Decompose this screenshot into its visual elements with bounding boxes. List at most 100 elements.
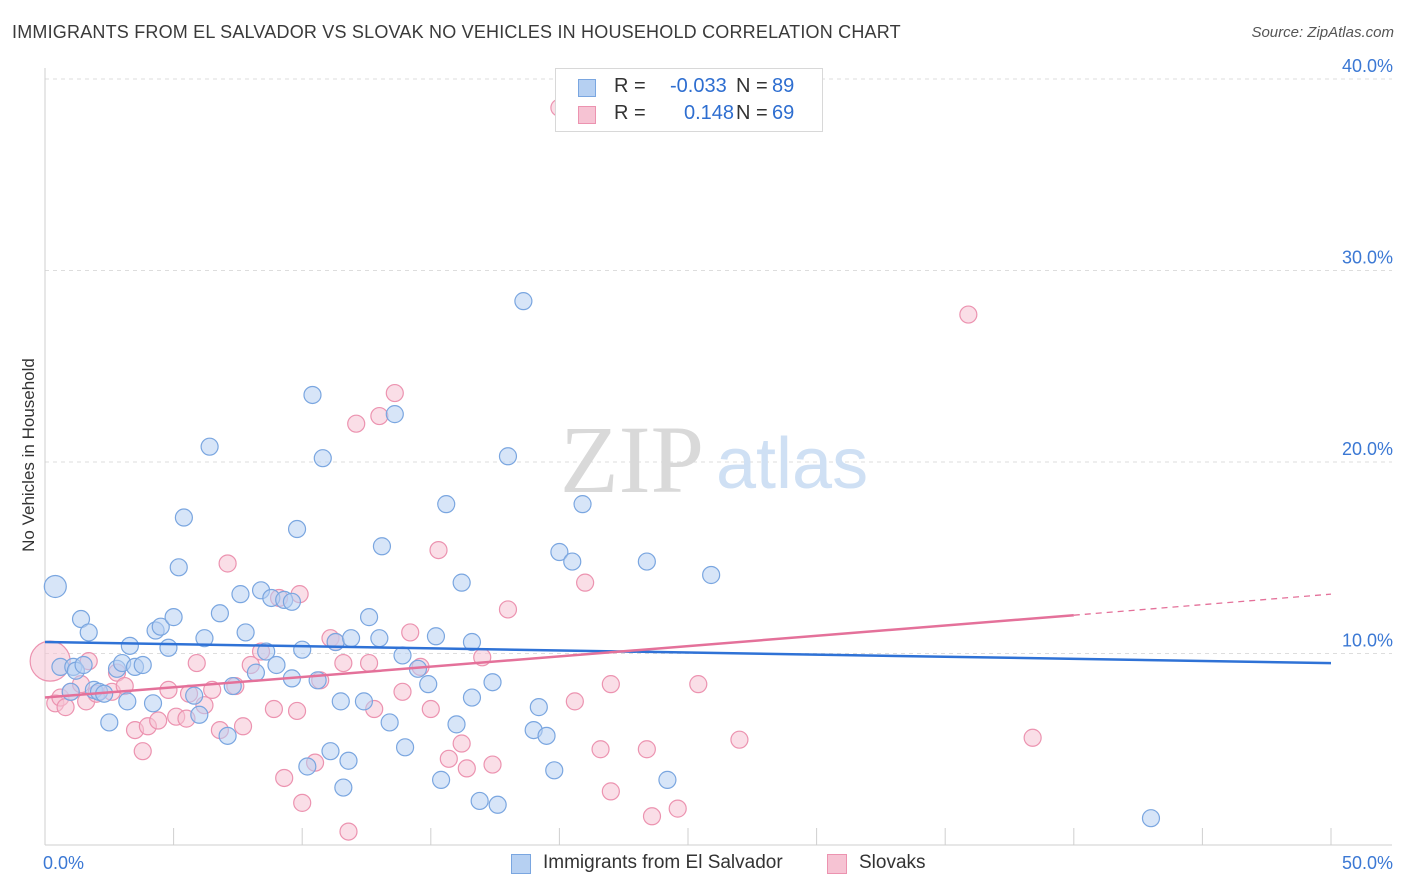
y-axis-label: No Vehicles in Household (19, 358, 38, 552)
el-salvador-point (341, 629, 361, 648)
el-salvador-point (151, 617, 170, 636)
slovaks-point (730, 730, 749, 749)
r-label: R = (614, 75, 646, 97)
el-salvador-point (287, 519, 307, 539)
x-tick-label: 50.0% (1342, 853, 1393, 873)
el-salvador-point (71, 609, 91, 629)
el-salvador-point (223, 676, 242, 696)
el-salvador-point (169, 558, 188, 577)
legend-label: Immigrants from El Salvador (543, 852, 783, 873)
slovaks-point (429, 540, 448, 560)
slovaks-point (56, 698, 75, 717)
slovaks-point (275, 768, 294, 788)
slovaks-point (576, 573, 595, 592)
slovaks-point (452, 734, 471, 753)
y-tick-label: 10.0% (1342, 631, 1393, 651)
y-tick-label: 40.0% (1342, 56, 1393, 76)
el-salvador-point (282, 592, 302, 611)
el-salvador-point (380, 713, 399, 732)
el-salvador-point (200, 437, 219, 456)
slovaks-point (385, 383, 404, 403)
el-salvador-point (210, 604, 229, 623)
el-salvador-point (529, 698, 548, 717)
r-value: -0.033 (670, 75, 727, 97)
slovaks-point (133, 742, 152, 761)
watermark-atlas: atlas (716, 424, 868, 504)
el-salvador-point (563, 552, 582, 571)
el-salvador-point (185, 686, 204, 705)
el-salvador-point (372, 537, 392, 556)
el-salvador-point (321, 742, 340, 761)
el-salvador-point (334, 778, 353, 797)
slovaks-point (601, 782, 620, 801)
slovaks-point (233, 717, 253, 736)
el-salvador-point (447, 715, 466, 734)
el-salvador-point (426, 627, 446, 646)
slovaks-point (601, 675, 620, 694)
n-value: 89 (772, 75, 795, 97)
slovaks-point (293, 793, 312, 812)
slovaks-point (359, 653, 379, 673)
el-salvador-point (174, 508, 193, 527)
el-salvador-point (498, 447, 518, 466)
el-salvador-point (339, 751, 358, 770)
slovaks-point (370, 406, 389, 426)
el-salvador-point (313, 449, 332, 468)
slovaks-point (334, 653, 353, 673)
slovaks-point (287, 701, 307, 721)
el-salvador-point (246, 663, 266, 682)
slovaks-point (264, 699, 284, 719)
legend-label: Slovaks (859, 852, 926, 873)
el-salvador-point (143, 694, 163, 713)
el-salvador-point (537, 726, 556, 745)
blue-swatch (578, 79, 596, 97)
el-salvador-point (74, 655, 93, 675)
slovaks-point (218, 554, 237, 573)
el-salvador-point (61, 682, 80, 701)
el-salvador-point (79, 623, 98, 642)
el-salvador-point (120, 636, 139, 655)
slovaks-point (483, 755, 502, 774)
el-salvador-point (431, 770, 451, 789)
el-salvador-point (419, 675, 438, 694)
el-salvador-point (190, 705, 209, 724)
slovaks-point (339, 822, 358, 841)
el-salvador-point (488, 795, 507, 814)
el-salvador-point (462, 632, 482, 652)
pink-swatch (578, 106, 596, 124)
el-salvador-point (133, 655, 152, 675)
r-value: 0.148 (684, 102, 735, 124)
gridlines (45, 78, 1392, 654)
slovaks-point (591, 740, 610, 759)
y-tick-label: 30.0% (1342, 248, 1393, 268)
slovaks-point (642, 807, 662, 826)
slovaks-point (1023, 728, 1042, 747)
el-salvador-point (462, 688, 482, 707)
legend-blue-swatch (511, 854, 531, 874)
el-salvador-point (257, 642, 276, 661)
el-salvador-point (303, 385, 322, 405)
slovaks-point (668, 799, 687, 818)
slovaks-point (159, 680, 178, 699)
slovaks-point (393, 682, 412, 701)
el-salvador-trend-line (44, 640, 1332, 665)
trend-lines (44, 593, 1332, 699)
correlation-stats-box: R = -0.033 N = 89 R = 0.148 N = 69 (555, 68, 823, 132)
slovaks-point (959, 305, 978, 324)
el-salvador-point (393, 646, 412, 665)
slovaks-point (689, 675, 708, 694)
n-value: 69 (772, 102, 795, 124)
el-salvador-point (637, 552, 656, 571)
el-salvador-point (159, 638, 178, 657)
slovaks-point (637, 740, 656, 759)
el-salvador-point (702, 565, 721, 585)
el-salvador-point (43, 574, 67, 599)
tick-labels: 10.0% 20.0% 30.0% 40.0% 0.0% 50.0% (43, 56, 1393, 873)
el-salvador-point (573, 495, 592, 514)
el-salvador-point (293, 640, 312, 659)
el-salvador-point (483, 673, 502, 692)
slovaks-point (457, 759, 476, 778)
el-salvador-point (267, 655, 286, 675)
slovaks-point (565, 692, 584, 711)
x-tick-label: 0.0% (43, 853, 84, 873)
